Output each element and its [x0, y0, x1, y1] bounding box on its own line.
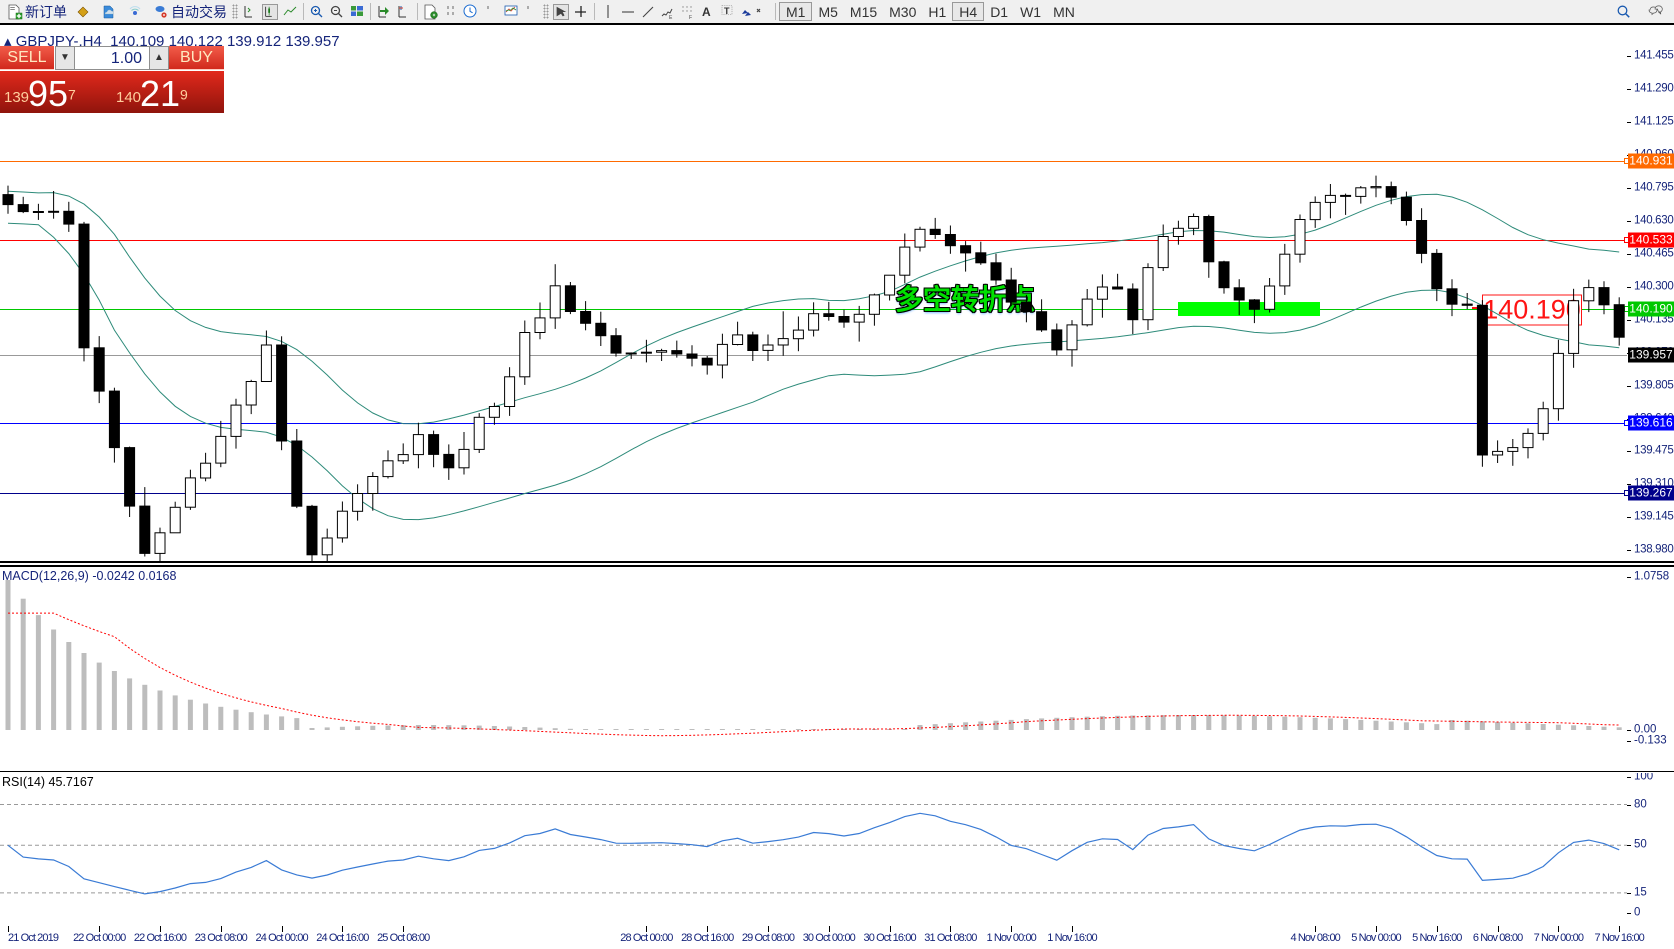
svg-text:T: T	[724, 6, 730, 16]
svg-text:A: A	[702, 5, 711, 19]
svg-text:F: F	[689, 15, 692, 20]
svg-text:E: E	[669, 15, 673, 20]
